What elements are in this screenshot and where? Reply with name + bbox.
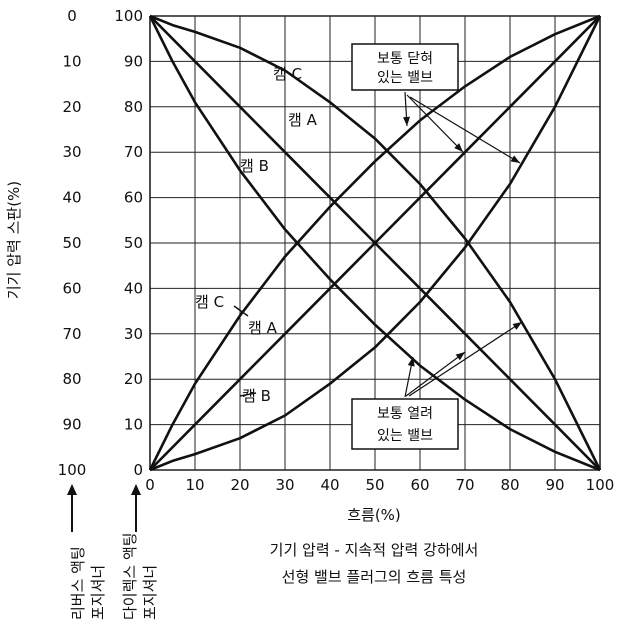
y-tick-label-inner: 50: [124, 234, 143, 252]
curve-label-b-closed: 캠 B: [240, 157, 269, 175]
callout-arrowhead: [403, 116, 410, 126]
curve-label-a-closed: 캠 A: [288, 111, 318, 129]
curve-label-b-open: 캠 B: [242, 387, 271, 405]
reverse-acting-positioner-label: 리버스 액팅 포지셔너: [69, 546, 107, 620]
y-axis-title: 기기 압력 스판(%): [5, 181, 23, 299]
x-tick-label: 40: [320, 476, 339, 494]
reverse-acting-line-1: 리버스 액팅: [69, 546, 87, 620]
callout-leader-line: [405, 351, 466, 397]
x-tick-label: 0: [145, 476, 155, 494]
series-line-3: [148, 14, 601, 471]
x-tick-label: 60: [410, 476, 429, 494]
reverse-acting-line-2: 포지셔너: [89, 565, 107, 620]
y-tick-label-outer: 50: [62, 234, 81, 252]
chart-title-line-1: 기기 압력 - 지속적 압력 강하에서: [270, 541, 479, 559]
callout-arrowhead: [455, 352, 465, 361]
chart-title-line-2: 선형 밸브 플러그의 흐름 특성: [282, 568, 467, 586]
callout-box-closed: [351, 43, 459, 91]
callout-leader-line: [409, 96, 521, 164]
direct-acting-line-2: 포지셔너: [141, 565, 159, 620]
y-tick-label-inner: 100: [114, 7, 143, 25]
curve-label-pointer: [233, 305, 249, 317]
y-tick-label-outer: 30: [62, 143, 81, 161]
x-tick-label: 90: [545, 476, 564, 494]
y-tick-label-inner: 80: [124, 98, 143, 116]
y-tick-label-outer: 80: [62, 370, 81, 388]
y-tick-label-outer: 40: [62, 189, 81, 207]
curve-label-c-open: 캠 C: [195, 293, 224, 311]
series-line-4: [149, 15, 601, 471]
curve-label-a-open: 캠 A: [248, 319, 278, 337]
callout-normally-open-line-1: 보통 열려: [377, 406, 433, 422]
series-line-5: [149, 15, 602, 472]
callout-arrowhead: [454, 143, 463, 152]
grid: [149, 15, 601, 471]
y-tick-label-inner: 60: [124, 189, 143, 207]
y-tick-label-outer: 60: [62, 279, 81, 297]
x-tick-label: 80: [500, 476, 519, 494]
x-tick-label: 100: [586, 476, 615, 494]
callout-normally-closed-line-2: 있는 밸브: [377, 70, 433, 86]
direct-acting-positioner-label: 다이렉스 액팅 포지셔너: [121, 532, 159, 620]
callout-arrowhead: [407, 357, 415, 367]
y-tick-label-inner: 20: [124, 370, 143, 388]
callout-leader-line: [406, 94, 464, 153]
x-tick-label: 50: [365, 476, 384, 494]
callout-arrowhead: [512, 322, 522, 330]
tick-labels: 0 10 20 30 40 50 60 70 80 90 100010203040506070809…: [58, 7, 615, 494]
y-tick-label-outer: 100: [58, 461, 87, 479]
y-tick-label-inner: 40: [124, 279, 143, 297]
callout-arrowhead: [510, 155, 520, 163]
y-tick-label-inner: 0: [133, 461, 143, 479]
y-tick-label-outer: 10: [62, 52, 81, 70]
callout-normally-open-line-2: 있는 밸브: [377, 428, 433, 444]
series-lines: [148, 14, 602, 472]
callout-leader-line: [408, 321, 523, 397]
curve-label-pointer: [239, 392, 257, 397]
x-tick-label: 30: [275, 476, 294, 494]
positioner-arrowhead: [67, 484, 77, 495]
y-tick-label-outer: 0: [67, 7, 77, 25]
curve-label-c-closed: 캠 C: [273, 65, 302, 83]
annotations: [67, 43, 523, 532]
series-line-0: [149, 14, 602, 471]
callout-box-open: [351, 398, 459, 450]
x-tick-label: 70: [455, 476, 474, 494]
y-tick-label-outer: 70: [62, 325, 81, 343]
x-tick-label: 20: [230, 476, 249, 494]
labels: 기기 압력 스판(%) 흐름(%) 기기 압력 - 지속적 압력 강하에서 선형…: [5, 51, 478, 620]
callout-normally-closed-line-1: 보통 닫혀: [377, 51, 433, 67]
y-tick-label-inner: 10: [124, 416, 143, 434]
y-tick-label-inner: 70: [124, 143, 143, 161]
positioner-arrowhead: [131, 484, 141, 495]
x-tick-label: 10: [185, 476, 204, 494]
direct-acting-line-1: 다이렉스 액팅: [121, 532, 139, 620]
series-line-2: [148, 15, 601, 472]
y-tick-label-outer: 90: [62, 416, 81, 434]
x-axis-title: 흐름(%): [347, 506, 401, 524]
y-tick-label-outer: 20: [62, 98, 81, 116]
y-tick-label-inner: 30: [124, 325, 143, 343]
y-tick-label-inner: 90: [124, 52, 143, 70]
